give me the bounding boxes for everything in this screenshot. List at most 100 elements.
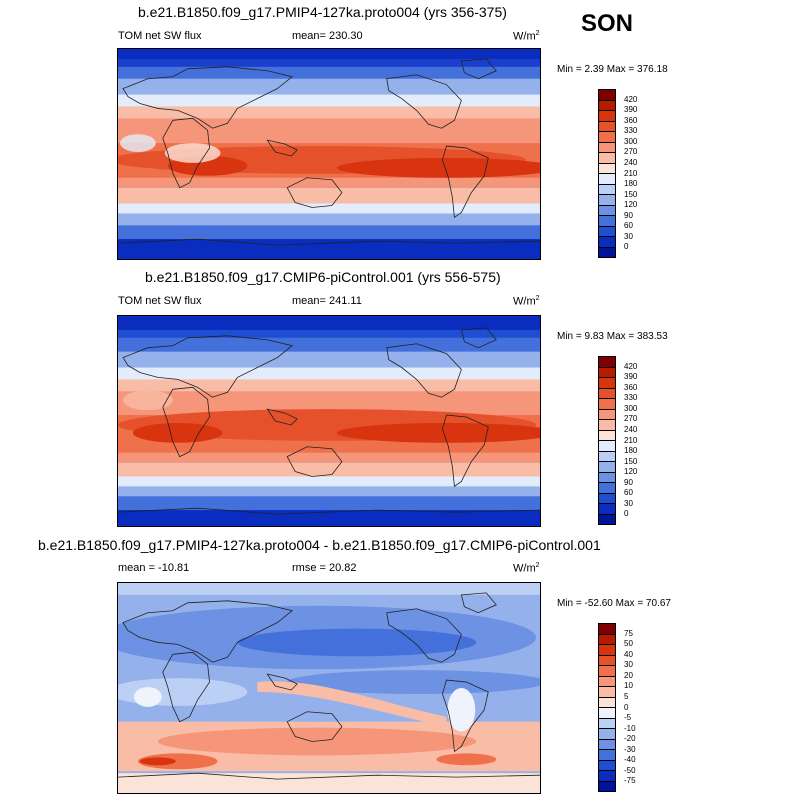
- colorbar-tick-label: 300: [624, 136, 638, 146]
- colorbar-tick-label: 420: [624, 361, 638, 371]
- colorbar-swatch: [599, 633, 615, 644]
- colorbar-tick-label: 180: [624, 446, 638, 456]
- colorbar-swatch: [599, 624, 615, 634]
- panel-1-colorbar: [598, 89, 616, 258]
- colorbar-tick-label: 180: [624, 179, 638, 189]
- colorbar-tick-label: 120: [624, 200, 638, 210]
- colorbar-tick-label: 10: [624, 681, 633, 691]
- colorbar-swatch: [599, 471, 615, 482]
- colorbar-swatch: [599, 707, 615, 718]
- colorbar-tick-label: 50: [624, 639, 633, 649]
- colorbar-tick-label: 60: [624, 488, 633, 498]
- colorbar-tick-label: 30: [624, 231, 633, 241]
- colorbar-swatch: [599, 440, 615, 451]
- colorbar-swatch: [599, 173, 615, 184]
- colorbar-swatch: [599, 696, 615, 707]
- panel-3-minmax: Min = -52.60 Max = 70.67: [557, 598, 671, 609]
- colorbar-swatch: [599, 780, 615, 791]
- panel-3-colorbar: [598, 623, 616, 792]
- colorbar-tick-label: 330: [624, 126, 638, 136]
- colorbar-swatch: [599, 90, 615, 100]
- colorbar-swatch: [599, 225, 615, 236]
- season-label: SON: [581, 10, 634, 37]
- panel-1-variable-label: TOM net SW flux: [118, 30, 202, 42]
- colorbar-tick-label: 150: [624, 189, 638, 199]
- colorbar-tick-label: 270: [624, 147, 638, 157]
- colorbar-swatch: [599, 717, 615, 728]
- colorbar-tick-label: -10: [624, 723, 636, 733]
- colorbar-swatch: [599, 429, 615, 440]
- panel-1-map-field: [118, 49, 540, 259]
- colorbar-tick-label: -30: [624, 744, 636, 754]
- colorbar-swatch: [599, 398, 615, 409]
- colorbar-tick-label: 0: [624, 242, 629, 252]
- colorbar-swatch: [599, 461, 615, 472]
- colorbar-swatch: [599, 194, 615, 205]
- panel-2-colorbar: [598, 356, 616, 525]
- colorbar-tick-label: -40: [624, 755, 636, 765]
- panel-1-mean-label: mean= 230.30: [292, 30, 363, 42]
- panel-1-map: [117, 48, 541, 260]
- colorbar-swatch: [599, 492, 615, 503]
- colorbar-swatch: [599, 377, 615, 388]
- colorbar-swatch: [599, 236, 615, 247]
- panel-2-units: W/m2: [513, 295, 540, 308]
- colorbar-swatch: [599, 204, 615, 215]
- colorbar-swatch: [599, 215, 615, 226]
- panel-2-map: [117, 315, 541, 527]
- colorbar-tick-label: 360: [624, 382, 638, 392]
- colorbar-tick-label: 390: [624, 372, 638, 382]
- panel-3-units: W/m2: [513, 562, 540, 575]
- colorbar-tick-label: 5: [624, 691, 629, 701]
- colorbar-tick-label: -20: [624, 734, 636, 744]
- panel-1-title: b.e21.B1850.f09_g17.PMIP4-127ka.proto004…: [138, 4, 507, 20]
- colorbar-tick-label: 330: [624, 393, 638, 403]
- colorbar-tick-label: 20: [624, 670, 633, 680]
- colorbar-swatch: [599, 759, 615, 770]
- colorbar-swatch: [599, 408, 615, 419]
- colorbar-swatch: [599, 183, 615, 194]
- colorbar-tick-label: 0: [624, 509, 629, 519]
- colorbar-tick-label: 40: [624, 649, 633, 659]
- colorbar-swatch: [599, 110, 615, 121]
- colorbar-tick-label: 60: [624, 221, 633, 231]
- panel-2-variable-label: TOM net SW flux: [118, 295, 202, 307]
- panel-2-map-field: [118, 316, 540, 526]
- panel-1-minmax: Min = 2.39 Max = 376.18: [557, 64, 668, 75]
- colorbar-tick-label: 360: [624, 115, 638, 125]
- colorbar-tick-label: 0: [624, 702, 629, 712]
- colorbar-swatch: [599, 644, 615, 655]
- colorbar-tick-label: 75: [624, 628, 633, 638]
- colorbar-tick-label: 300: [624, 403, 638, 413]
- colorbar-tick-label: -5: [624, 713, 632, 723]
- colorbar-swatch: [599, 738, 615, 749]
- panel-3-map-field: [118, 583, 540, 793]
- colorbar-swatch: [599, 162, 615, 173]
- panel-3-map: [117, 582, 541, 794]
- colorbar-swatch: [599, 131, 615, 142]
- panel-2-mean-label: mean= 241.11: [292, 295, 362, 307]
- colorbar-swatch: [599, 152, 615, 163]
- colorbar-tick-label: 270: [624, 414, 638, 424]
- panel-2-title: b.e21.B1850.f09_g17.CMIP6-piControl.001 …: [145, 269, 501, 285]
- colorbar-swatch: [599, 770, 615, 781]
- panel-3-title: b.e21.B1850.f09_g17.PMIP4-127ka.proto004…: [38, 537, 601, 553]
- panel-2-minmax: Min = 9.83 Max = 383.53: [557, 331, 668, 342]
- colorbar-tick-label: 120: [624, 467, 638, 477]
- panel-1-units: W/m2: [513, 30, 540, 43]
- colorbar-swatch: [599, 450, 615, 461]
- colorbar-swatch: [599, 503, 615, 514]
- colorbar-swatch: [599, 387, 615, 398]
- colorbar-tick-label: 210: [624, 435, 638, 445]
- colorbar-swatch: [599, 366, 615, 377]
- colorbar-tick-label: 30: [624, 660, 633, 670]
- panel-3-rmse-label: rmse = 20.82: [292, 562, 357, 574]
- colorbar-swatch: [599, 749, 615, 760]
- colorbar-swatch: [599, 675, 615, 686]
- colorbar-swatch: [599, 246, 615, 257]
- colorbar-tick-label: 240: [624, 157, 638, 167]
- colorbar-swatch: [599, 482, 615, 493]
- colorbar-swatch: [599, 513, 615, 524]
- colorbar-tick-label: 150: [624, 456, 638, 466]
- colorbar-tick-label: 390: [624, 105, 638, 115]
